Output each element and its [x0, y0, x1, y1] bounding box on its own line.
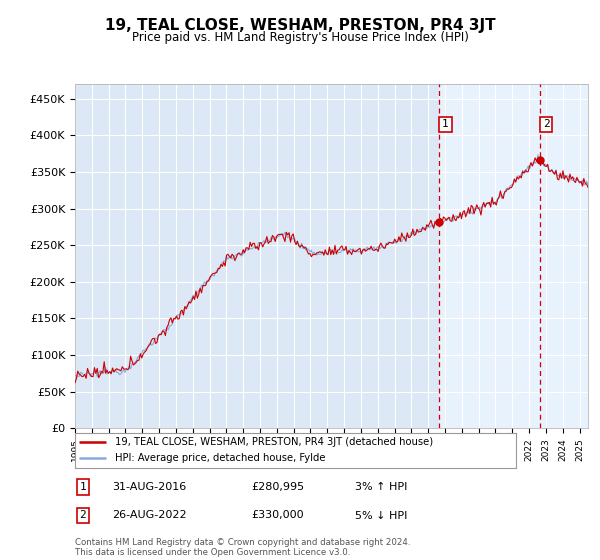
Text: HPI: Average price, detached house, Fylde: HPI: Average price, detached house, Fyld… — [115, 453, 325, 463]
Text: Price paid vs. HM Land Registry's House Price Index (HPI): Price paid vs. HM Land Registry's House … — [131, 31, 469, 44]
Text: 5% ↓ HPI: 5% ↓ HPI — [355, 511, 407, 520]
Text: £330,000: £330,000 — [251, 511, 304, 520]
Text: 26-AUG-2022: 26-AUG-2022 — [112, 511, 187, 520]
Text: 31-AUG-2016: 31-AUG-2016 — [112, 482, 187, 492]
Bar — [439, 84, 588, 428]
Text: 2: 2 — [543, 119, 550, 129]
Text: 2: 2 — [79, 511, 86, 520]
Text: 3% ↑ HPI: 3% ↑ HPI — [355, 482, 407, 492]
Text: 19, TEAL CLOSE, WESHAM, PRESTON, PR4 3JT: 19, TEAL CLOSE, WESHAM, PRESTON, PR4 3JT — [104, 18, 496, 34]
Text: Contains HM Land Registry data © Crown copyright and database right 2024.
This d: Contains HM Land Registry data © Crown c… — [75, 538, 410, 557]
Text: £280,995: £280,995 — [251, 482, 305, 492]
Text: 19, TEAL CLOSE, WESHAM, PRESTON, PR4 3JT (detached house): 19, TEAL CLOSE, WESHAM, PRESTON, PR4 3JT… — [115, 437, 433, 447]
Text: 1: 1 — [442, 119, 449, 129]
Text: 1: 1 — [79, 482, 86, 492]
